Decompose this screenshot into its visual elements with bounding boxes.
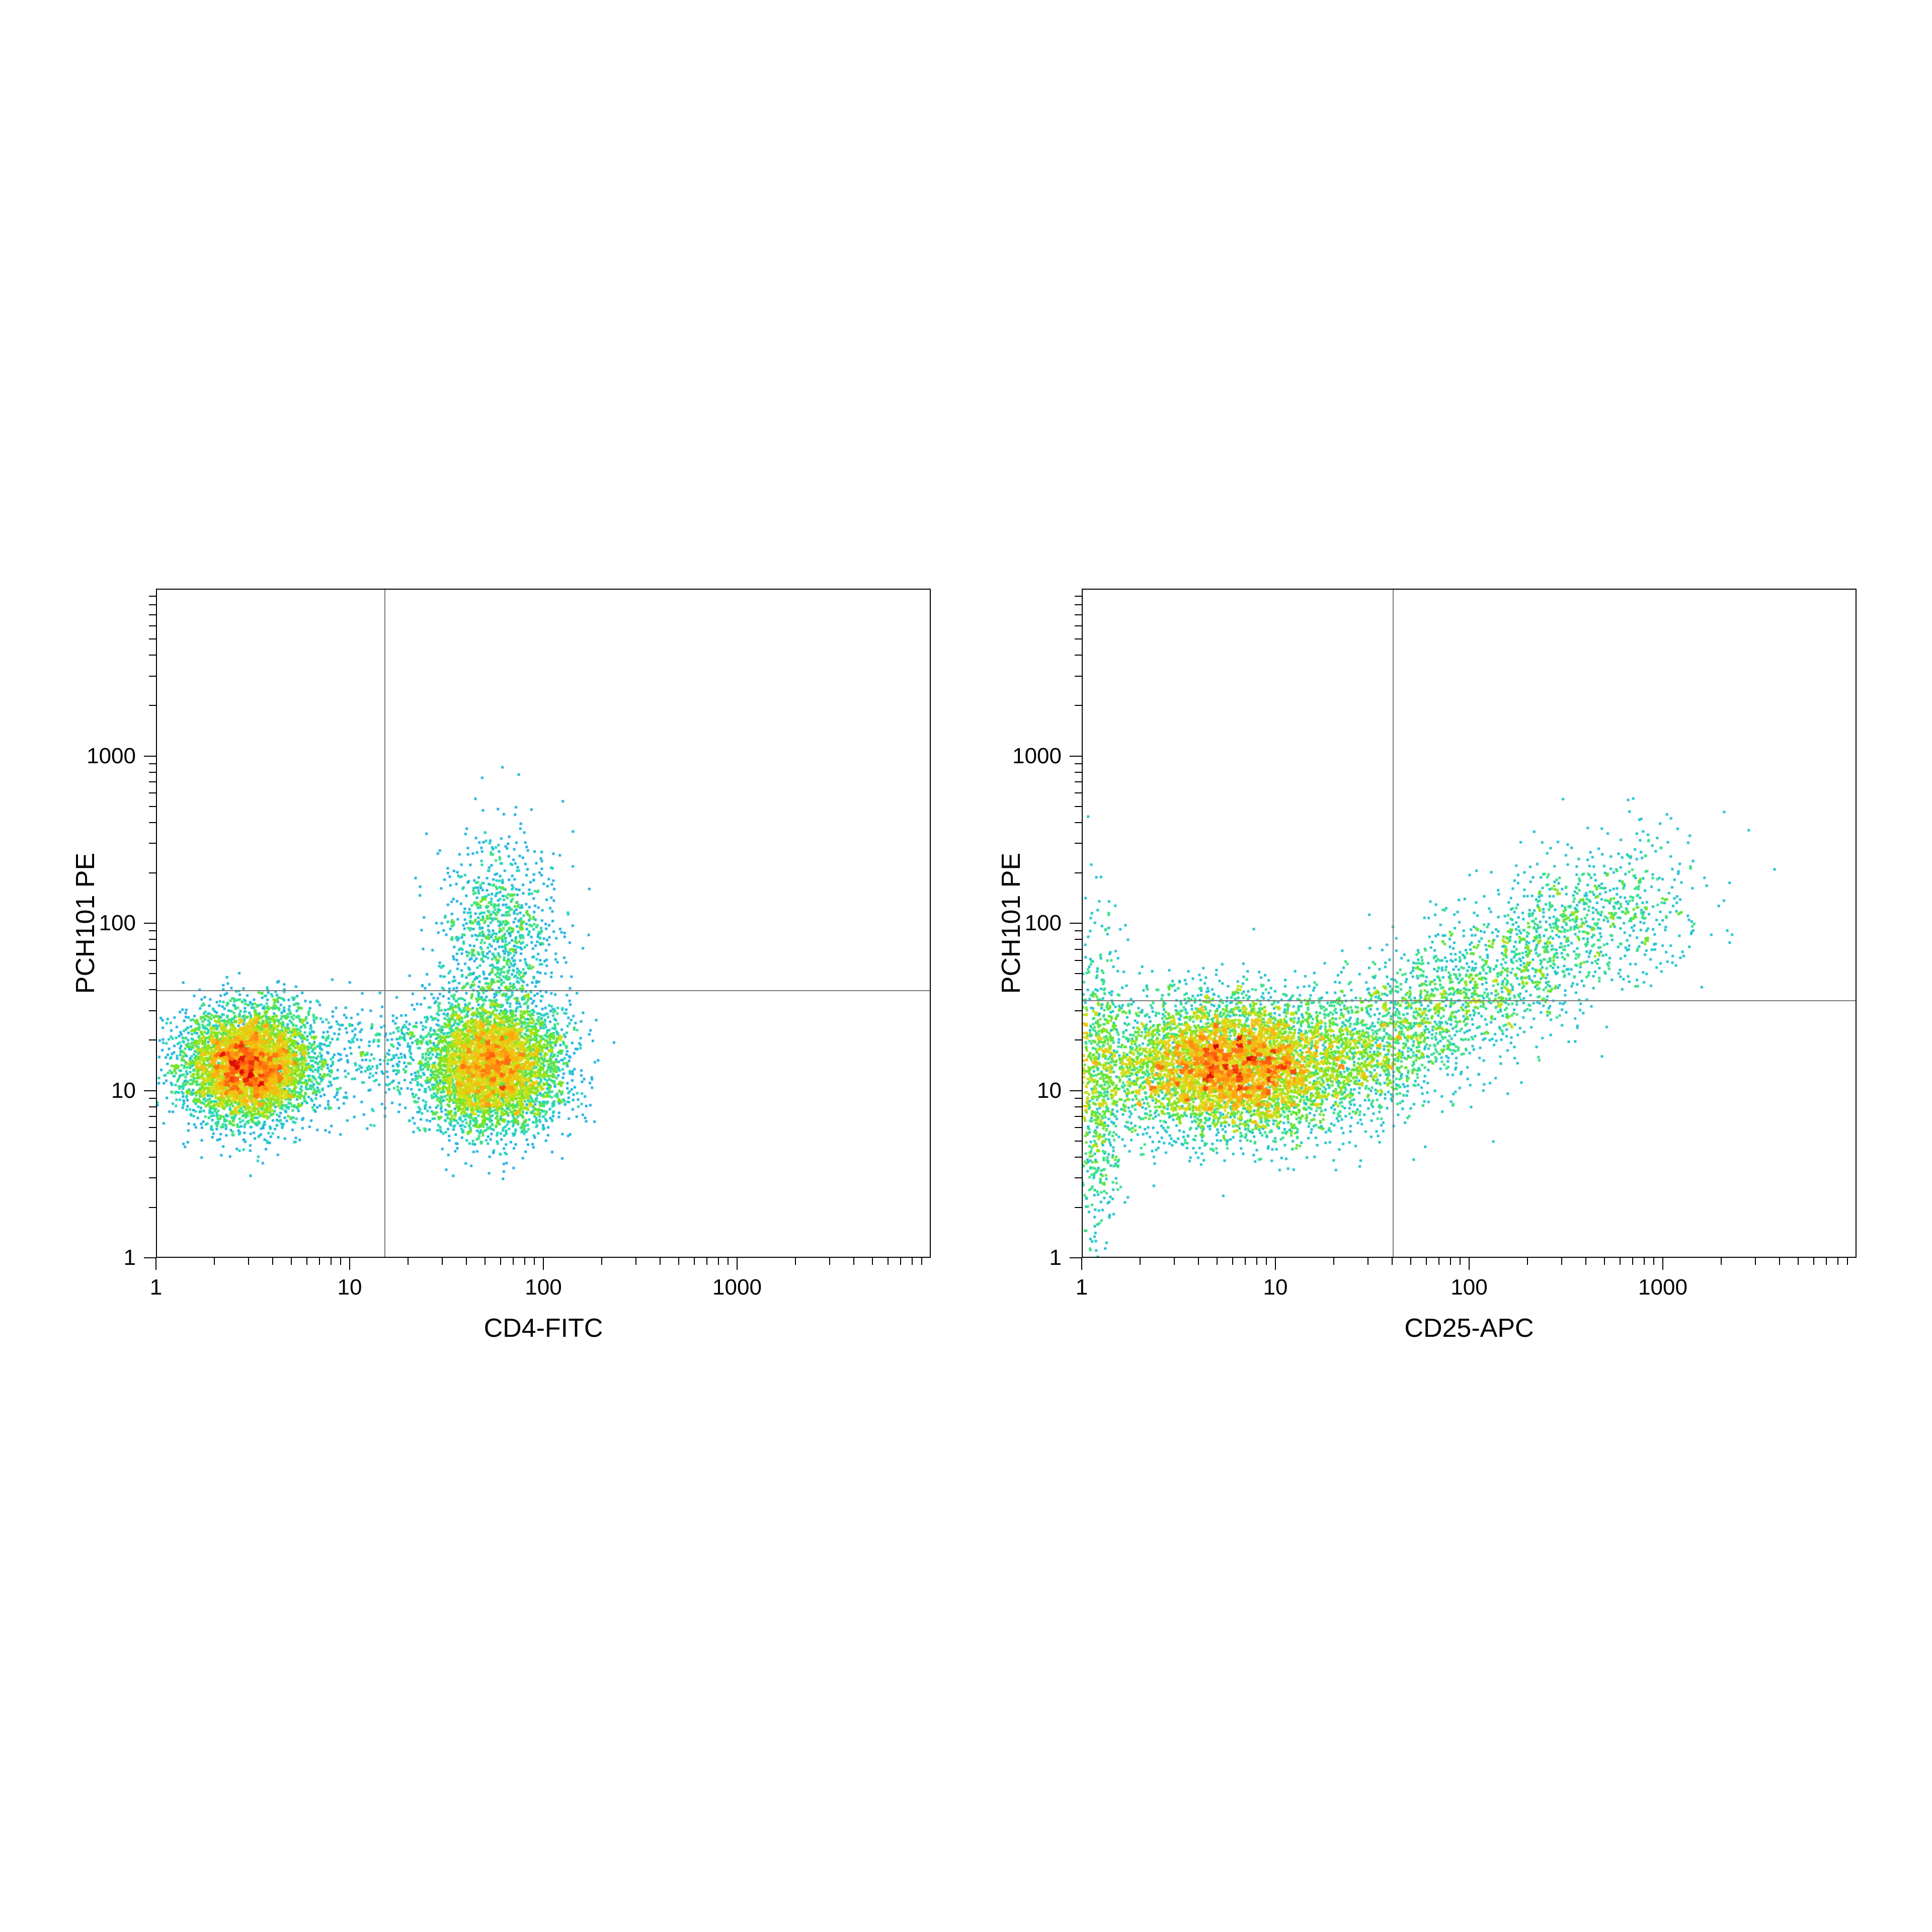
y-tick-label: 1 <box>124 1245 142 1270</box>
x-tick-label: 100 <box>1451 1275 1487 1300</box>
right-density-canvas <box>1083 590 1856 1257</box>
right-x-axis-title: CD25-APC <box>1404 1313 1534 1343</box>
left-density-canvas <box>157 590 930 1257</box>
x-tick-label: 10 <box>338 1275 362 1300</box>
x-tick-label: 1000 <box>712 1275 762 1300</box>
left-panel: 1 10 100 1000 1 10 100 1000 CD4-FITC PCH101 PE <box>60 574 946 1358</box>
right-y-axis-title: PCH101 PE <box>996 853 1026 994</box>
y-tick-label: 1000 <box>87 744 142 769</box>
y-tick-label: 10 <box>111 1078 142 1103</box>
x-tick-label: 1 <box>1076 1275 1088 1300</box>
x-tick-label: 1000 <box>1638 1275 1687 1300</box>
left-plot <box>156 589 931 1258</box>
figure-stage: { "figure": { "width_px": 3840, "height_… <box>0 0 1932 1932</box>
y-tick-label: 100 <box>1025 911 1068 936</box>
x-tick-label: 100 <box>525 1275 561 1300</box>
left-x-axis-title: CD4-FITC <box>484 1313 603 1343</box>
left-y-axis-title: PCH101 PE <box>70 853 101 994</box>
y-tick-label: 1000 <box>1012 744 1068 769</box>
x-tick-label: 1 <box>150 1275 162 1300</box>
y-tick-label: 100 <box>99 911 142 936</box>
right-panel: 1 10 100 1000 1 10 100 1000 CD25-APC PCH101 PE <box>986 574 1872 1358</box>
y-tick-label: 10 <box>1037 1078 1068 1103</box>
x-tick-label: 10 <box>1263 1275 1288 1300</box>
right-plot <box>1082 589 1857 1258</box>
y-tick-label: 1 <box>1050 1245 1068 1270</box>
